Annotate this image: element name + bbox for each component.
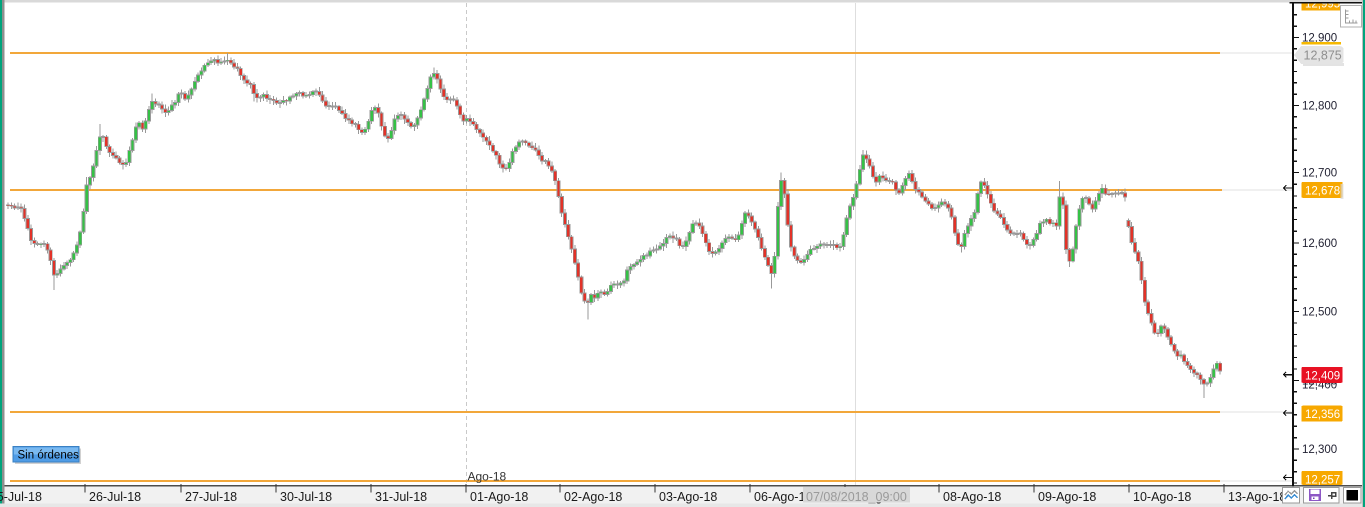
svg-text:Sin órdenes: Sin órdenes — [18, 450, 80, 462]
svg-text:12,356: 12,356 — [1305, 409, 1340, 421]
svg-text:08-Ago-18: 08-Ago-18 — [943, 490, 1001, 504]
svg-text:12,409: 12,409 — [1305, 370, 1340, 382]
svg-text:10-Ago-18: 10-Ago-18 — [1133, 490, 1191, 504]
svg-text:01-Ago-18: 01-Ago-18 — [470, 490, 528, 504]
svg-text:Ago-18: Ago-18 — [468, 470, 507, 484]
svg-text:12,300: 12,300 — [1302, 444, 1337, 456]
svg-text:12,995: 12,995 — [1305, 0, 1340, 11]
svg-text:12,900: 12,900 — [1302, 33, 1337, 45]
svg-text:12,800: 12,800 — [1302, 101, 1337, 113]
svg-text:02-Ago-18: 02-Ago-18 — [564, 490, 622, 504]
svg-text:12,257: 12,257 — [1305, 475, 1340, 487]
svg-text:30-Jul-18: 30-Jul-18 — [280, 490, 332, 504]
svg-text:31-Jul-18: 31-Jul-18 — [375, 490, 427, 504]
svg-text:07/08/2018_09:00: 07/08/2018_09:00 — [806, 490, 907, 504]
svg-text:26-Jul-18: 26-Jul-18 — [89, 490, 141, 504]
svg-text:12,875: 12,875 — [1304, 49, 1342, 63]
svg-text:25-Jul-18: 25-Jul-18 — [0, 490, 42, 504]
svg-text:06-Ago-18: 06-Ago-18 — [754, 490, 812, 504]
svg-text:12,500: 12,500 — [1302, 307, 1337, 319]
svg-text:12,600: 12,600 — [1302, 238, 1337, 250]
svg-text:27-Jul-18: 27-Jul-18 — [185, 490, 237, 504]
svg-text:09-Ago-18: 09-Ago-18 — [1038, 490, 1096, 504]
svg-text:12,678: 12,678 — [1305, 185, 1340, 197]
svg-text:03-Ago-18: 03-Ago-18 — [659, 490, 717, 504]
svg-text:12,700: 12,700 — [1302, 168, 1337, 180]
svg-text:13-Ago-18: 13-Ago-18 — [1228, 490, 1286, 504]
